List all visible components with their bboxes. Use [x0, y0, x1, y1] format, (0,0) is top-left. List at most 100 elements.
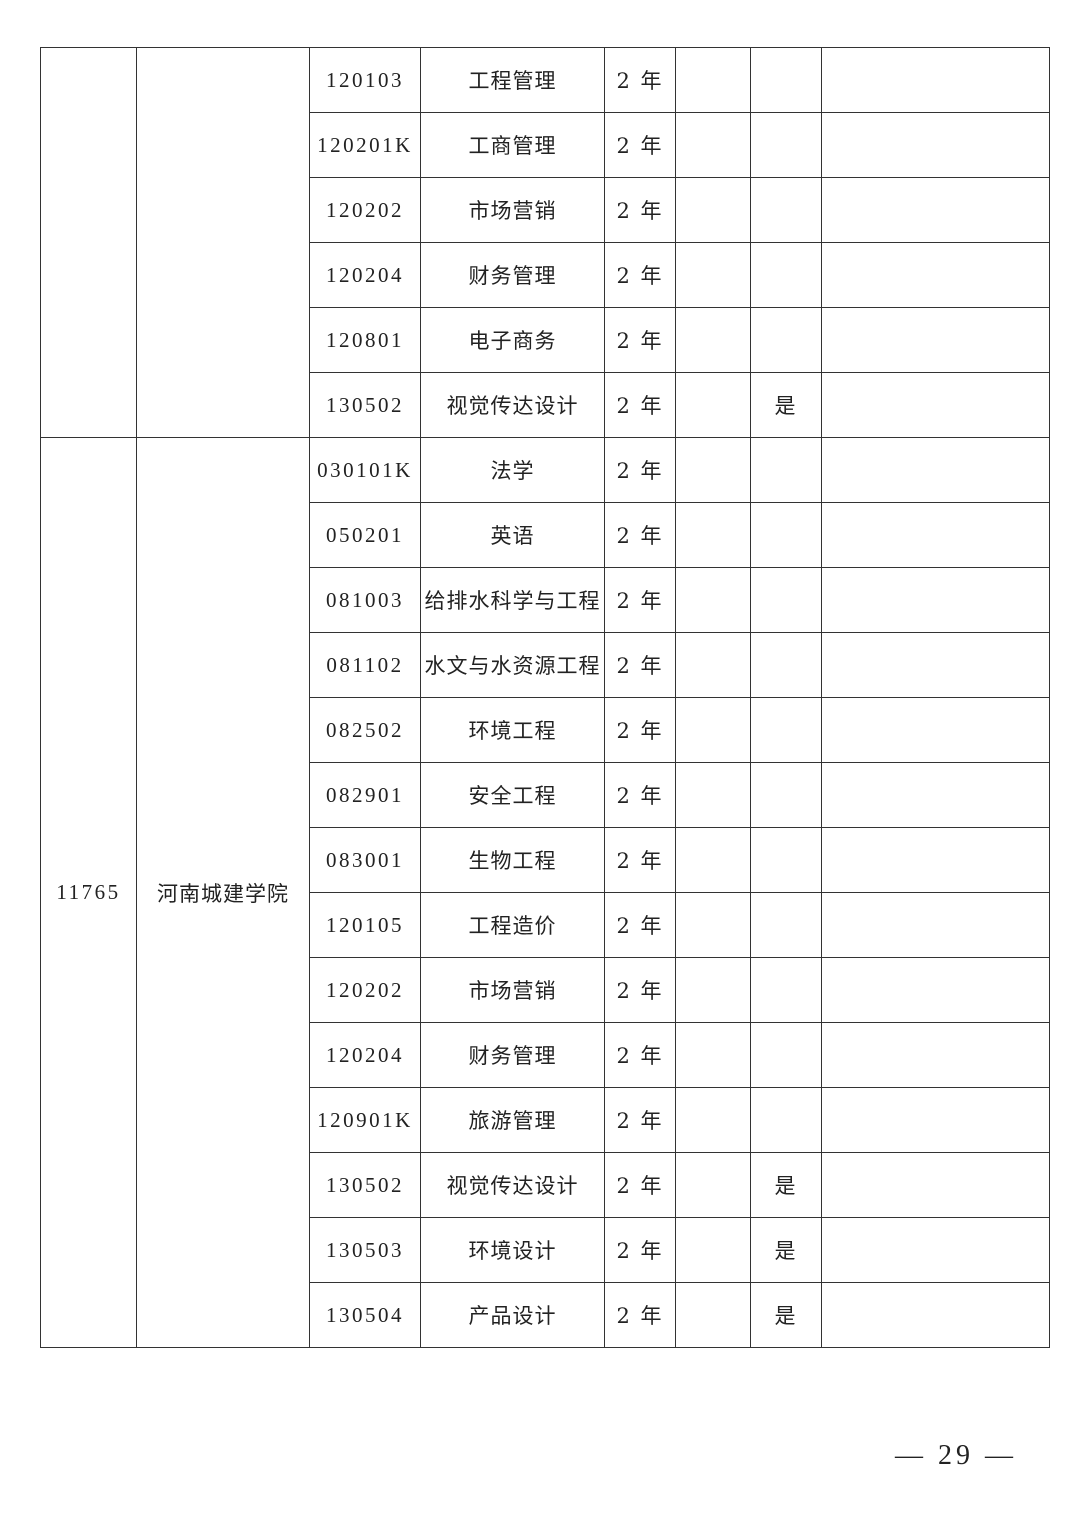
table-row: 120901K 旅游管理 2 年 [41, 1087, 1050, 1153]
flag-cell [750, 307, 822, 373]
major-code-cell: 050201 [309, 502, 421, 568]
remarks-cell [821, 307, 1050, 373]
extra-cell [675, 567, 751, 633]
major-name-cell: 财务管理 [420, 1022, 605, 1088]
remarks-cell [821, 372, 1050, 438]
major-code-cell: 130503 [309, 1217, 421, 1283]
flag-cell [750, 1087, 822, 1153]
major-name-cell: 英语 [420, 502, 605, 568]
extra-cell [675, 892, 751, 958]
school-code-cell [40, 47, 137, 438]
flag-cell [750, 892, 822, 958]
major-code-cell: 130502 [309, 1152, 421, 1218]
major-name-cell: 法学 [420, 437, 605, 503]
major-code-cell: 030101K [309, 437, 421, 503]
major-code-cell: 130504 [309, 1282, 421, 1348]
major-code-cell: 120801 [309, 307, 421, 373]
remarks-cell [821, 1022, 1050, 1088]
extra-cell [675, 1022, 751, 1088]
major-name-cell: 给排水科学与工程 [420, 567, 605, 633]
table-row: 120202 市场营销 2 年 [41, 177, 1050, 243]
flag-cell [750, 567, 822, 633]
table-row: 081003 给排水科学与工程 2 年 [41, 567, 1050, 633]
major-name-cell: 生物工程 [420, 827, 605, 893]
remarks-cell [821, 827, 1050, 893]
major-name-cell: 产品设计 [420, 1282, 605, 1348]
extra-cell [675, 1282, 751, 1348]
remarks-cell [821, 567, 1050, 633]
majors-table: 120103 工程管理 2 年 120201K 工商管理 2 年 120202 市场营销 2 年… [40, 47, 1050, 1348]
duration-cell: 2 年 [604, 697, 676, 763]
extra-cell [675, 697, 751, 763]
major-name-cell: 市场营销 [420, 177, 605, 243]
duration-cell: 2 年 [604, 827, 676, 893]
duration-cell: 2 年 [604, 892, 676, 958]
remarks-cell [821, 47, 1050, 113]
major-code-cell: 082901 [309, 762, 421, 828]
table-row: 11765 河南城建学院 030101K 法学 2 年 [40, 437, 1050, 1348]
major-code-cell: 120204 [309, 1022, 421, 1088]
duration-cell: 2 年 [604, 1022, 676, 1088]
table-row: 130503 环境设计 2 年 是 [41, 1217, 1050, 1283]
school-name-cell [136, 47, 310, 438]
duration-cell: 2 年 [604, 1217, 676, 1283]
major-code-cell: 120202 [309, 177, 421, 243]
remarks-cell [821, 632, 1050, 698]
extra-cell [675, 957, 751, 1023]
flag-cell: 是 [750, 1217, 822, 1283]
major-name-cell: 电子商务 [420, 307, 605, 373]
major-name-cell: 市场营销 [420, 957, 605, 1023]
duration-cell: 2 年 [604, 437, 676, 503]
flag-cell [750, 762, 822, 828]
duration-cell: 2 年 [604, 1152, 676, 1218]
table-row: 120103 工程管理 2 年 [40, 47, 1050, 438]
flag-cell [750, 242, 822, 308]
major-code-cell: 130502 [309, 372, 421, 438]
major-name-cell: 环境工程 [420, 697, 605, 763]
extra-cell [675, 827, 751, 893]
major-name-cell: 安全工程 [420, 762, 605, 828]
flag-cell [750, 47, 822, 113]
extra-cell [675, 502, 751, 568]
major-name-cell: 工程造价 [420, 892, 605, 958]
major-code-cell: 081003 [309, 567, 421, 633]
remarks-cell [821, 177, 1050, 243]
table-row: 120204 财务管理 2 年 [41, 1022, 1050, 1088]
duration-cell: 2 年 [604, 177, 676, 243]
flag-cell [750, 502, 822, 568]
duration-cell: 2 年 [604, 632, 676, 698]
duration-cell: 2 年 [604, 567, 676, 633]
extra-cell [675, 372, 751, 438]
extra-cell [675, 437, 751, 503]
major-code-cell: 120202 [309, 957, 421, 1023]
remarks-cell [821, 762, 1050, 828]
table-row: 082901 安全工程 2 年 [41, 762, 1050, 828]
flag-cell [750, 437, 822, 503]
duration-cell: 2 年 [604, 307, 676, 373]
school-code-cell: 11765 [40, 437, 137, 1348]
major-code-cell: 120105 [309, 892, 421, 958]
extra-cell [675, 762, 751, 828]
flag-cell [750, 957, 822, 1023]
page-number: — 29 — [895, 1440, 1017, 1471]
flag-cell: 是 [750, 1282, 822, 1348]
major-code-cell: 120103 [309, 47, 421, 113]
major-name-cell: 旅游管理 [420, 1087, 605, 1153]
duration-cell: 2 年 [604, 112, 676, 178]
flag-cell [750, 697, 822, 763]
duration-cell: 2 年 [604, 762, 676, 828]
table-row: 130504 产品设计 2 年 是 [41, 1282, 1050, 1348]
remarks-cell [821, 112, 1050, 178]
major-code-cell: 120204 [309, 242, 421, 308]
extra-cell [675, 1152, 751, 1218]
remarks-cell [821, 697, 1050, 763]
flag-cell [750, 112, 822, 178]
duration-cell: 2 年 [604, 372, 676, 438]
remarks-cell [821, 1087, 1050, 1153]
duration-cell: 2 年 [604, 1087, 676, 1153]
remarks-cell [821, 242, 1050, 308]
major-name-cell: 工商管理 [420, 112, 605, 178]
major-code-cell: 120901K [309, 1087, 421, 1153]
major-name-cell: 水文与水资源工程 [420, 632, 605, 698]
extra-cell [675, 1217, 751, 1283]
